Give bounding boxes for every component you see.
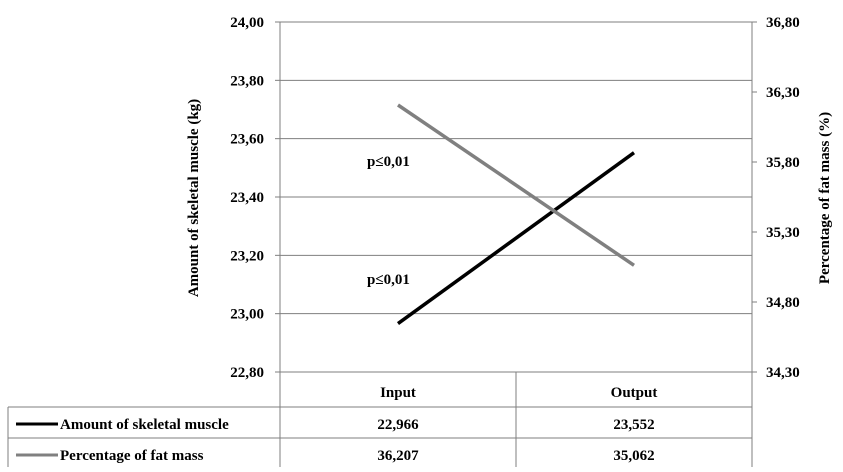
right-tick-label: 36,30 — [766, 85, 800, 101]
right-tick-label: 34,30 — [766, 365, 800, 381]
right-tick-label: 35,30 — [766, 225, 800, 241]
category-label-input: Input — [380, 385, 416, 401]
series-line-fat-mass — [397, 103, 635, 267]
category-label-output: Output — [611, 385, 658, 401]
left-tick-label: 23,00 — [230, 307, 264, 323]
table-cell-fat-input: 36,207 — [377, 448, 419, 464]
table-cell-fat-output: 35,062 — [613, 448, 654, 464]
grid — [280, 21, 752, 373]
series-line-skeletal-muscle — [396, 151, 636, 326]
table-cell-muscle-output: 23,552 — [613, 417, 654, 433]
right-axis-title: Percentage of fat mass (%) — [817, 112, 833, 284]
left-axis-title: Amount of skeletal muscle (kg) — [186, 99, 202, 297]
right-axis-tick-labels: 34,30 34,80 35,30 35,80 36,30 36,80 — [766, 15, 800, 381]
table-cell-muscle-input: 22,966 — [377, 417, 419, 433]
legend-label-fat: Percentage of fat mass — [60, 448, 204, 464]
left-tick-label: 23,20 — [230, 248, 264, 264]
right-tick-label: 34,80 — [766, 295, 800, 311]
left-axis-tick-labels: 22,80 23,00 23,20 23,40 23,60 23,80 24,00 — [230, 15, 264, 381]
series-lines — [396, 103, 636, 326]
left-tick-label: 23,80 — [230, 73, 264, 89]
annotation-fat-p-value: p≤0,01 — [367, 154, 410, 170]
plot-frame — [275, 21, 757, 373]
left-tick-label: 22,80 — [230, 365, 264, 381]
data-table — [7, 372, 753, 467]
left-tick-label: 23,40 — [230, 190, 264, 206]
left-tick-label: 24,00 — [230, 15, 264, 31]
legend-label-muscle: Amount of skeletal muscle — [60, 417, 229, 433]
left-tick-label: 23,60 — [230, 132, 264, 148]
right-tick-label: 36,80 — [766, 15, 800, 31]
annotation-muscle-p-value: p≤0,01 — [367, 272, 410, 288]
right-tick-label: 35,80 — [766, 155, 800, 171]
